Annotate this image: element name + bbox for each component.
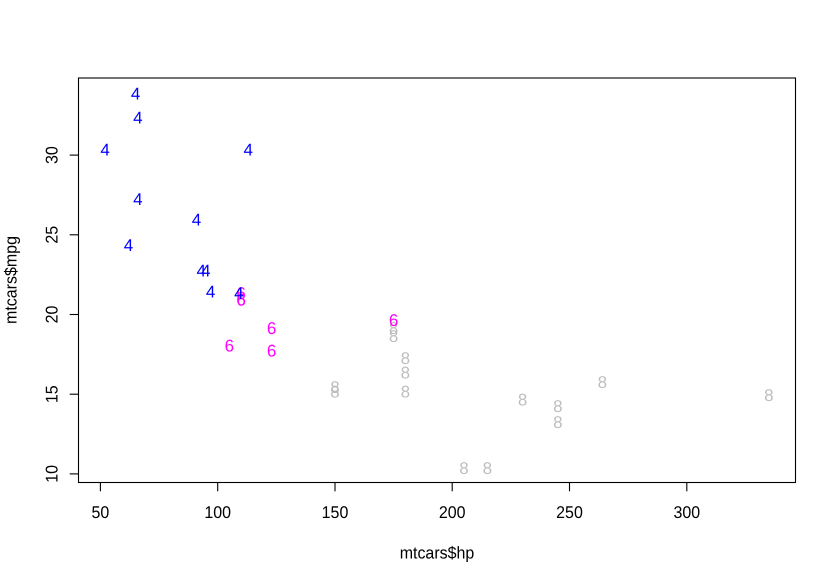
svg-text:8: 8 bbox=[330, 378, 339, 397]
svg-text:8: 8 bbox=[483, 459, 492, 478]
svg-text:4: 4 bbox=[243, 141, 252, 160]
svg-text:mtcars$hp: mtcars$hp bbox=[400, 543, 475, 562]
svg-text:6: 6 bbox=[389, 311, 398, 330]
svg-text:8: 8 bbox=[459, 459, 468, 478]
svg-text:6: 6 bbox=[236, 284, 245, 303]
svg-text:4: 4 bbox=[133, 109, 142, 128]
svg-text:100: 100 bbox=[204, 503, 231, 522]
svg-text:8: 8 bbox=[518, 391, 527, 410]
svg-text:4: 4 bbox=[201, 262, 210, 281]
svg-text:20: 20 bbox=[43, 306, 62, 324]
svg-text:6: 6 bbox=[225, 337, 234, 356]
svg-text:8: 8 bbox=[598, 373, 607, 392]
svg-text:8: 8 bbox=[764, 386, 773, 405]
svg-text:4: 4 bbox=[234, 284, 243, 303]
svg-text:8: 8 bbox=[389, 327, 398, 346]
svg-text:150: 150 bbox=[322, 503, 349, 522]
svg-text:4: 4 bbox=[131, 85, 140, 104]
svg-text:6: 6 bbox=[236, 290, 245, 309]
svg-text:200: 200 bbox=[439, 503, 466, 522]
svg-text:10: 10 bbox=[43, 465, 62, 483]
svg-text:8: 8 bbox=[389, 319, 398, 338]
svg-text:4: 4 bbox=[196, 262, 205, 281]
svg-text:15: 15 bbox=[43, 385, 62, 403]
svg-text:4: 4 bbox=[206, 282, 215, 301]
svg-text:8: 8 bbox=[553, 397, 562, 416]
svg-text:6: 6 bbox=[267, 341, 276, 360]
svg-text:4: 4 bbox=[192, 211, 201, 230]
svg-text:mtcars$mpg: mtcars$mpg bbox=[2, 236, 21, 324]
svg-text:4: 4 bbox=[133, 190, 142, 209]
svg-text:4: 4 bbox=[100, 141, 109, 160]
svg-text:8: 8 bbox=[401, 349, 410, 368]
svg-text:8: 8 bbox=[553, 413, 562, 432]
svg-text:6: 6 bbox=[236, 290, 245, 309]
svg-text:8: 8 bbox=[401, 364, 410, 383]
svg-text:6: 6 bbox=[267, 319, 276, 338]
svg-text:250: 250 bbox=[556, 503, 583, 522]
svg-text:30: 30 bbox=[43, 146, 62, 164]
svg-text:4: 4 bbox=[124, 236, 133, 255]
svg-text:300: 300 bbox=[673, 503, 700, 522]
svg-text:8: 8 bbox=[401, 383, 410, 402]
svg-text:25: 25 bbox=[43, 226, 62, 244]
svg-text:8: 8 bbox=[330, 383, 339, 402]
svg-text:50: 50 bbox=[92, 503, 110, 522]
